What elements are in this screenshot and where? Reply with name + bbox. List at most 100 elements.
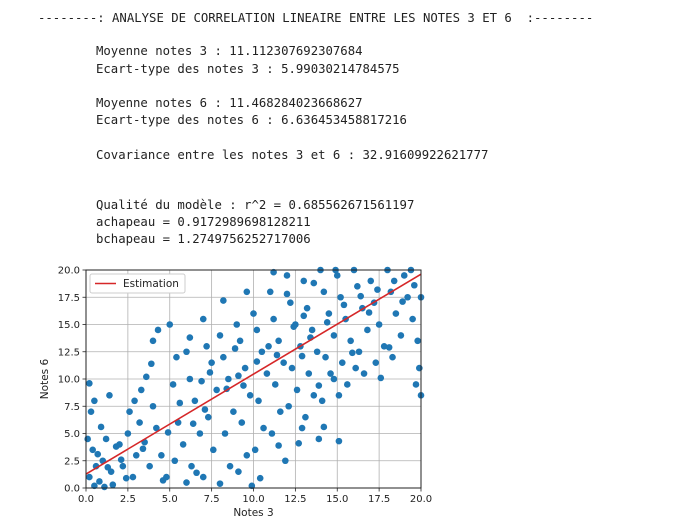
- data-point: [176, 399, 184, 407]
- data-point: [116, 441, 123, 448]
- data-point: [303, 304, 311, 312]
- a-hat-line: achapeau = 0.9172989698128211: [96, 215, 311, 229]
- data-point: [137, 386, 145, 394]
- data-point: [298, 424, 306, 432]
- data-point: [330, 375, 338, 383]
- data-point: [340, 301, 348, 309]
- data-point: [377, 374, 385, 382]
- data-point: [199, 473, 207, 481]
- data-point: [235, 372, 242, 380]
- data-point: [300, 277, 308, 285]
- data-point: [216, 480, 224, 487]
- data-point: [250, 310, 257, 317]
- data-point: [248, 482, 256, 490]
- data-point: [349, 349, 356, 357]
- data-point: [271, 381, 279, 388]
- data-point: [238, 419, 246, 426]
- data-point: [159, 477, 167, 484]
- x-tick-label: 7.5: [204, 494, 220, 505]
- data-point: [89, 446, 96, 454]
- data-point: [233, 321, 241, 328]
- data-point: [169, 381, 177, 388]
- data-point: [302, 413, 309, 421]
- data-point: [290, 323, 298, 330]
- data-point: [347, 337, 354, 345]
- data-point: [390, 277, 398, 285]
- data-point: [94, 450, 102, 458]
- y-tick-label: 0.0: [64, 484, 80, 495]
- data-point: [106, 392, 113, 399]
- data-point: [392, 310, 400, 317]
- data-point: [308, 326, 316, 334]
- data-point: [96, 478, 103, 485]
- data-point: [210, 446, 217, 454]
- data-point: [101, 483, 108, 491]
- data-point: [84, 435, 91, 443]
- data-point: [399, 298, 406, 305]
- legend-box: [89, 273, 186, 294]
- data-point: [330, 332, 338, 339]
- data-point: [357, 292, 365, 300]
- data-point: [221, 430, 229, 437]
- x-tick-label: 12.5: [284, 494, 306, 505]
- data-point: [414, 337, 421, 345]
- data-point: [409, 315, 416, 323]
- data-point: [310, 392, 318, 399]
- data-point: [282, 457, 289, 465]
- data-point: [188, 462, 195, 470]
- legend-entry-estimation: Estimation: [123, 278, 179, 290]
- y-tick-label: 20.0: [58, 266, 80, 277]
- data-point: [139, 445, 147, 453]
- y-tick-label: 2.5: [64, 456, 80, 467]
- x-tick-label: 15.0: [326, 494, 348, 505]
- data-point: [87, 408, 95, 416]
- data-point: [365, 309, 373, 316]
- data-point: [240, 382, 247, 389]
- data-point: [173, 353, 180, 361]
- data-point: [193, 469, 200, 477]
- output-header: --------: ANALYSE DE CORRELATION LINEAIR…: [38, 11, 594, 25]
- data-point: [400, 272, 408, 279]
- data-point: [136, 419, 143, 426]
- data-point: [287, 299, 294, 307]
- data-point: [295, 440, 303, 447]
- data-point: [256, 474, 264, 482]
- data-point: [318, 397, 326, 405]
- data-point: [411, 281, 418, 289]
- data-point: [241, 364, 249, 372]
- data-point: [246, 392, 254, 399]
- data-point: [300, 312, 308, 320]
- data-point: [149, 337, 157, 345]
- data-point: [265, 343, 272, 350]
- data-point: [86, 473, 93, 481]
- data-points: [84, 266, 425, 491]
- data-point: [270, 315, 277, 323]
- covariance-line: Covariance entre les notes 3 et 6 : 32.9…: [96, 148, 489, 162]
- data-point: [355, 348, 363, 356]
- std-notes-6: Ecart-type des notes 6 : 6.6364534588172…: [96, 113, 407, 127]
- data-point: [315, 382, 323, 389]
- data-point: [344, 381, 351, 388]
- mean-notes-3: Moyenne notes 3 : 11.112307692307684: [96, 44, 363, 58]
- data-point: [354, 283, 361, 290]
- axis-ticks: 0.0 2.5 5.0 7.5 10.0 12.5 15.0 17.5 20.0 0.0 2.5 5.…: [58, 266, 432, 506]
- data-point: [270, 268, 277, 276]
- y-tick-label: 15.0: [58, 320, 80, 331]
- x-axis-label: Notes 3: [233, 507, 273, 519]
- data-point: [293, 386, 301, 394]
- data-point: [273, 351, 281, 359]
- data-point: [91, 397, 98, 405]
- y-tick-label: 17.5: [58, 293, 80, 304]
- data-point: [320, 288, 328, 296]
- data-point: [412, 381, 420, 388]
- y-tick-label: 5.0: [64, 429, 80, 440]
- data-point: [230, 408, 237, 416]
- data-point: [231, 345, 239, 352]
- x-tick-label: 0.0: [78, 494, 94, 505]
- data-point: [280, 359, 287, 366]
- x-tick-label: 10.0: [242, 494, 264, 505]
- data-point: [216, 332, 224, 339]
- data-point: [124, 430, 132, 437]
- data-point: [171, 457, 179, 465]
- data-point: [380, 343, 388, 350]
